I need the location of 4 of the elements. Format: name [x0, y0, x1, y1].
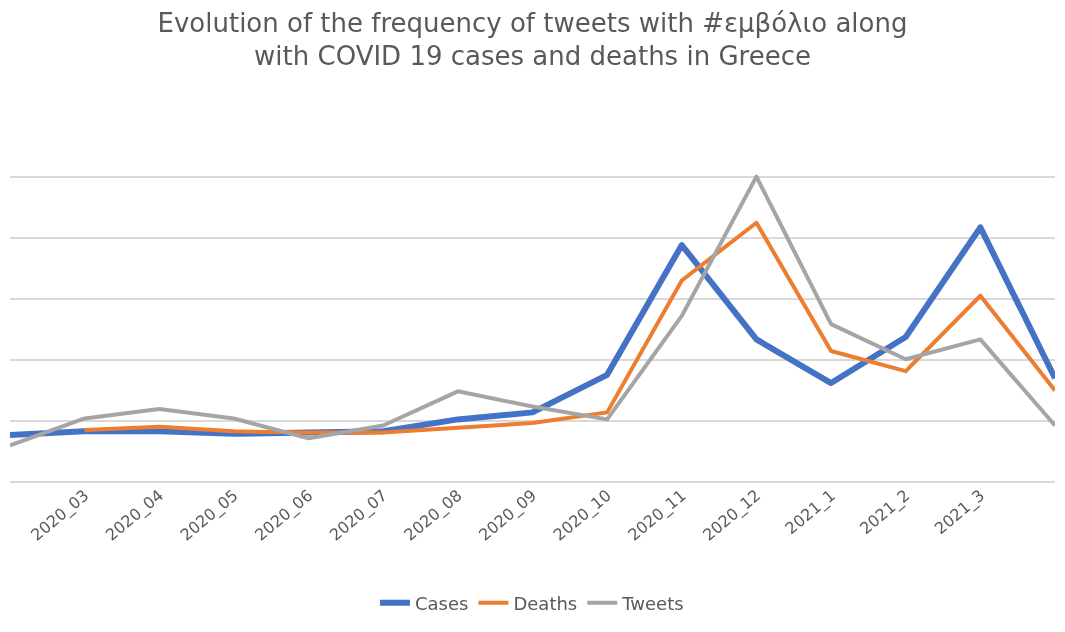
chart-title: Evolution of the frequency of tweets with #εμβόλιο along with COVID 19 cases and deaths in Greece — [157, 7, 908, 72]
legend-label: Cases — [415, 592, 469, 614]
legend-label: Tweets — [621, 592, 684, 614]
legend-label: Deaths — [513, 592, 578, 614]
